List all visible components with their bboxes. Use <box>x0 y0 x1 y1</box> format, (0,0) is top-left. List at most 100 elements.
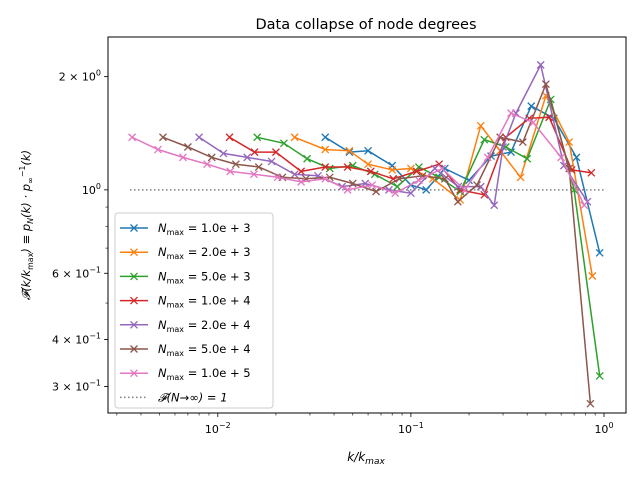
data-point <box>516 173 525 182</box>
data-point <box>595 371 604 380</box>
data-point <box>321 133 330 142</box>
data-point <box>480 190 489 199</box>
data-point <box>321 145 330 154</box>
data-point <box>231 160 240 169</box>
data-point <box>453 197 462 206</box>
data-point <box>454 182 463 191</box>
legend-entry-1: Nmax = 1.0e + 3 <box>120 221 251 237</box>
data-point <box>440 174 449 183</box>
data-point <box>303 154 312 163</box>
data-point <box>483 153 492 162</box>
data-point <box>490 201 499 210</box>
data-point <box>267 157 276 166</box>
legend-label: 𝓕(N→∞) = 1 <box>158 390 228 404</box>
data-point <box>529 118 538 127</box>
data-point <box>348 179 357 188</box>
series-2 <box>290 91 597 280</box>
data-point <box>273 173 282 182</box>
data-point <box>243 153 252 162</box>
data-point <box>565 138 574 147</box>
data-point <box>279 139 288 148</box>
plot-clip-group <box>128 60 604 408</box>
legend-marker <box>130 224 138 232</box>
data-point <box>527 102 536 111</box>
series-6 <box>159 80 595 408</box>
data-point <box>290 170 299 179</box>
data-point <box>523 154 532 163</box>
data-point <box>476 121 485 130</box>
legend-label: Nmax = 2.0e + 4 <box>158 318 251 334</box>
y-tick-label: 6 × 10−1 <box>52 265 101 280</box>
legend: Nmax = 1.0e + 3 Nmax = 2.0e + 3 Nmax = 5.0… <box>114 212 274 409</box>
data-point <box>406 189 415 198</box>
data-point <box>297 177 306 186</box>
legend-marker <box>130 369 138 378</box>
data-point <box>412 167 421 176</box>
legend-entry-2: Nmax = 2.0e + 3 <box>120 245 251 261</box>
chart-title: Data collapse of node degrees <box>255 17 476 33</box>
data-point <box>536 60 545 69</box>
y-tick-label: 2 × 100 <box>59 69 101 84</box>
data-point <box>473 181 481 189</box>
data-point <box>499 143 507 151</box>
data-point <box>587 168 596 177</box>
series-line <box>131 112 585 206</box>
data-point <box>372 187 381 196</box>
data-point <box>195 133 204 142</box>
y-tick-label: 100 <box>82 182 101 197</box>
series-7 <box>128 109 589 210</box>
data-point <box>254 163 263 171</box>
data-point <box>438 164 447 173</box>
x-tick-label: 10−2 <box>205 421 231 436</box>
data-point <box>586 399 595 408</box>
data-point <box>460 185 469 194</box>
data-point <box>128 133 137 142</box>
data-point <box>364 160 373 169</box>
data-point <box>225 133 234 142</box>
legend-marker <box>130 296 138 305</box>
data-point <box>325 164 334 173</box>
data-point <box>219 149 228 158</box>
data-point <box>588 272 597 280</box>
data-point <box>297 167 306 176</box>
legend-marker <box>130 272 138 281</box>
axis-ticks: 10−2 10−1 100 3 × 10−1 4 × 10−1 6 × 10−1 100 2 … <box>52 69 614 436</box>
x-axis-label: k/kmax <box>347 450 385 467</box>
data-point <box>183 143 192 151</box>
legend-entry-6: Nmax = 5.0e + 4 <box>120 342 251 358</box>
data-point <box>388 165 397 174</box>
data-point <box>321 163 330 171</box>
series-line <box>162 81 592 404</box>
data-point <box>366 167 375 176</box>
data-point <box>178 153 187 162</box>
data-point <box>395 174 404 183</box>
y-axis-label: 𝓕(k/kmax) ≡ pN(k) · p∞−1(k) <box>18 150 35 300</box>
legend-label: Nmax = 2.0e + 3 <box>158 245 251 261</box>
data-point <box>207 153 216 162</box>
legend-label: Nmax = 5.0e + 3 <box>158 269 251 285</box>
data-point <box>368 181 377 189</box>
data-point <box>456 187 465 196</box>
data-point <box>580 201 589 210</box>
data-point <box>345 148 354 157</box>
plot-area <box>128 60 604 408</box>
data-point <box>226 167 235 176</box>
data-point <box>154 145 162 154</box>
data-point <box>253 133 262 142</box>
data-point <box>557 153 566 162</box>
legend-entry-8: 𝓕(N→∞) = 1 <box>120 390 228 404</box>
data-point <box>321 174 330 183</box>
x-tick-label: 100 <box>594 421 613 436</box>
data-point <box>541 80 550 89</box>
legend-label: Nmax = 1.0e + 4 <box>158 294 251 310</box>
legend-box <box>114 212 274 409</box>
data-point <box>250 170 258 179</box>
data-point <box>572 153 581 162</box>
data-point <box>343 163 352 171</box>
legend-marker <box>130 345 138 353</box>
x-tick-label: 10−1 <box>398 421 424 436</box>
series-5 <box>195 60 592 210</box>
y-tick-label: 3 × 10−1 <box>52 378 101 393</box>
legend-entry-7: Nmax = 1.0e + 5 <box>120 366 251 382</box>
legend-entry-3: Nmax = 5.0e + 3 <box>120 269 251 285</box>
